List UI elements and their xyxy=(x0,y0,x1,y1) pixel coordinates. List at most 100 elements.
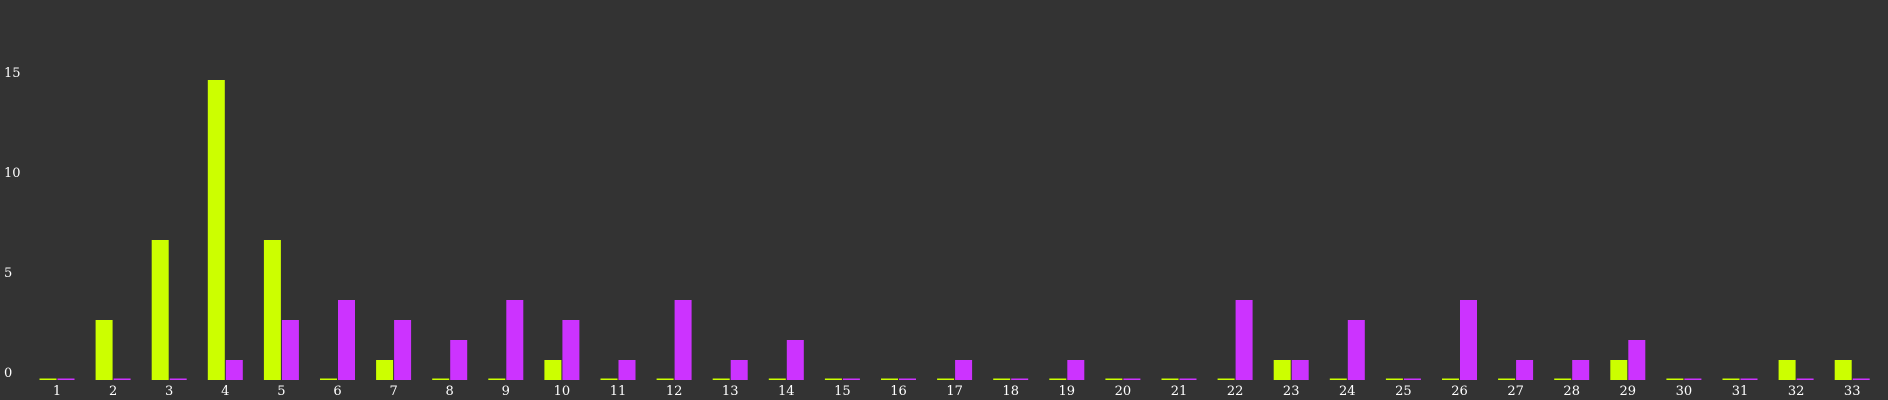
x-tick-label: 5 xyxy=(277,384,285,399)
bar-series-2-7 xyxy=(394,320,412,380)
x-tick-label: 18 xyxy=(1002,384,1019,399)
bar-series-2-26 xyxy=(1460,300,1477,380)
bar-series-2-10 xyxy=(562,320,580,380)
bar-series-1-5 xyxy=(263,240,281,380)
bar-series-1-14 xyxy=(768,378,786,380)
bar-series-2-28 xyxy=(1572,360,1590,380)
x-tick-label: 26 xyxy=(1451,384,1468,399)
y-tick-label: 10 xyxy=(4,166,21,181)
bar-series-2-30 xyxy=(1684,378,1702,380)
bar-series-2-31 xyxy=(1740,378,1758,380)
bar-series-1-33 xyxy=(1834,360,1852,380)
bar-series-1-11 xyxy=(600,378,618,380)
x-tick-label: 8 xyxy=(446,384,454,399)
x-tick-label: 12 xyxy=(666,384,683,399)
x-tick-label: 17 xyxy=(946,384,963,399)
bar-series-1-29 xyxy=(1610,360,1628,380)
bar-series-1-7 xyxy=(376,360,394,380)
bar-series-1-17 xyxy=(937,378,955,380)
x-tick-label: 15 xyxy=(834,384,851,399)
bar-series-1-3 xyxy=(151,240,169,380)
bar-series-1-31 xyxy=(1722,378,1740,380)
bar-series-1-22 xyxy=(1217,378,1235,380)
y-tick-label: 15 xyxy=(4,66,21,81)
bar-series-1-13 xyxy=(712,378,730,380)
bar-series-2-13 xyxy=(730,360,748,380)
bar-series-2-23 xyxy=(1291,360,1309,380)
bar-series-2-4 xyxy=(225,360,243,380)
bar-series-1-4 xyxy=(207,80,225,380)
bar-series-2-12 xyxy=(674,300,692,380)
bar-series-1-28 xyxy=(1554,378,1572,380)
x-tick-label: 1 xyxy=(53,384,61,399)
bar-series-1-26 xyxy=(1442,378,1459,380)
bar-series-1-23 xyxy=(1273,360,1291,380)
bar-series-1-30 xyxy=(1666,378,1684,380)
bar-series-1-16 xyxy=(881,378,898,380)
bar-series-2-20 xyxy=(1123,378,1141,380)
x-tick-label: 3 xyxy=(165,384,173,399)
x-tick-label: 24 xyxy=(1339,384,1356,399)
x-tick-label: 28 xyxy=(1563,384,1580,399)
bar-series-1-19 xyxy=(1049,378,1067,380)
bar-series-2-2 xyxy=(113,378,131,380)
x-tick-label: 21 xyxy=(1171,384,1188,399)
bar-series-2-27 xyxy=(1516,360,1534,380)
x-tick-label: 33 xyxy=(1844,384,1861,399)
bar-series-2-6 xyxy=(338,300,355,380)
x-tick-label: 7 xyxy=(389,384,397,399)
x-tick-label: 23 xyxy=(1283,384,1300,399)
bars xyxy=(39,80,1870,380)
bar-series-1-8 xyxy=(432,378,450,380)
bar-series-2-18 xyxy=(1011,378,1029,380)
x-tick-label: 9 xyxy=(502,384,510,399)
bar-series-1-15 xyxy=(824,378,842,380)
x-tick-label: 6 xyxy=(333,384,341,399)
bar-series-2-8 xyxy=(450,340,468,380)
bar-series-2-15 xyxy=(842,378,860,380)
bar-series-1-2 xyxy=(95,320,113,380)
x-tick-label: 22 xyxy=(1227,384,1244,399)
bar-series-2-25 xyxy=(1403,378,1421,380)
x-tick-label: 27 xyxy=(1507,384,1524,399)
x-tick-label: 29 xyxy=(1620,384,1637,399)
x-tick-label: 30 xyxy=(1676,384,1693,399)
x-tick-label: 10 xyxy=(554,384,571,399)
bar-series-2-3 xyxy=(169,378,187,380)
bar-series-1-10 xyxy=(544,360,562,380)
x-tick-label: 25 xyxy=(1395,384,1412,399)
x-axis: 1 2 3 4 5 6 7 8 9 10 11 12 13 14 15 16 17 18 19 20 21 22 23 24 2… xyxy=(53,384,1861,399)
x-tick-label: 11 xyxy=(610,384,627,399)
x-tick-label: 20 xyxy=(1115,384,1132,399)
bar-series-2-19 xyxy=(1067,360,1085,380)
bar-series-1-25 xyxy=(1385,378,1403,380)
x-tick-label: 19 xyxy=(1059,384,1076,399)
bar-series-1-9 xyxy=(488,378,506,380)
bar-series-2-16 xyxy=(899,378,916,380)
y-axis: 0 5 10 15 xyxy=(4,66,21,381)
bar-series-2-9 xyxy=(506,300,524,380)
x-tick-label: 32 xyxy=(1788,384,1805,399)
bar-series-1-12 xyxy=(656,378,674,380)
x-tick-label: 16 xyxy=(890,384,907,399)
x-tick-label: 4 xyxy=(221,384,229,399)
y-tick-label: 0 xyxy=(4,366,12,381)
bar-series-2-21 xyxy=(1179,378,1197,380)
bar-series-2-11 xyxy=(618,360,636,380)
bar-series-1-1 xyxy=(39,378,57,380)
bar-series-2-24 xyxy=(1347,320,1365,380)
bar-series-2-17 xyxy=(955,360,973,380)
bar-series-2-14 xyxy=(786,340,804,380)
bar-series-2-5 xyxy=(281,320,299,380)
x-tick-label: 2 xyxy=(109,384,117,399)
bar-series-1-18 xyxy=(993,378,1011,380)
bar-series-2-22 xyxy=(1235,300,1253,380)
bar-series-1-32 xyxy=(1778,360,1796,380)
bar-series-1-27 xyxy=(1498,378,1516,380)
x-tick-label: 14 xyxy=(778,384,795,399)
x-tick-label: 13 xyxy=(722,384,739,399)
bar-series-1-20 xyxy=(1105,378,1123,380)
bar-series-2-33 xyxy=(1852,378,1870,380)
